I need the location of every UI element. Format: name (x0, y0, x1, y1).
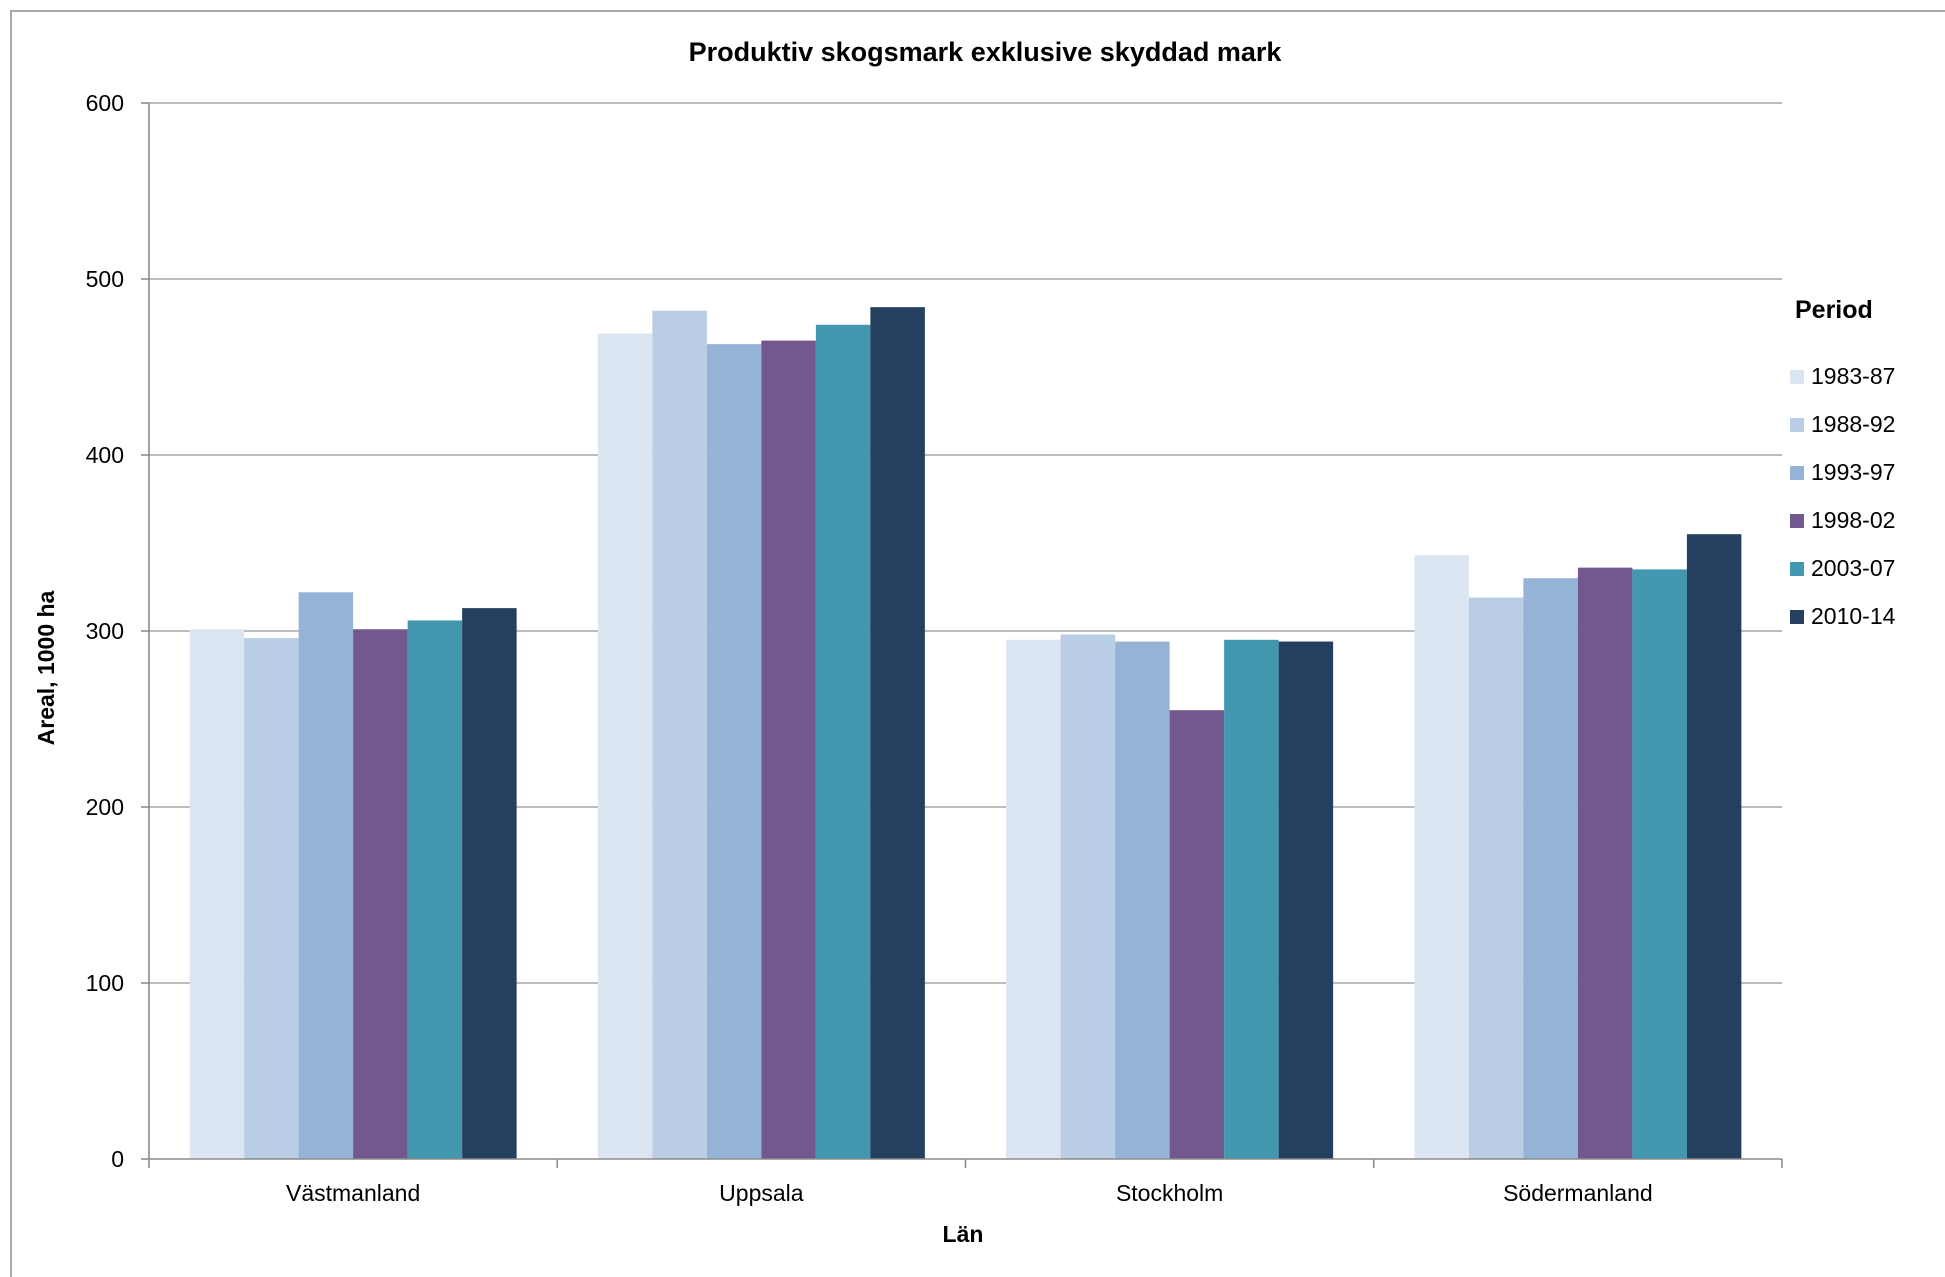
legend-items: 1983-87 1988-92 1993-97 1998-02 2003-07 2010-… (1790, 363, 1896, 629)
bar-1998-02-Stockholm (1169, 710, 1225, 1159)
bar-1988-92-Uppsala (652, 310, 707, 1159)
bar-1988-92-Stockholm (1060, 634, 1116, 1159)
bar-1993-97-Västmanland (298, 592, 354, 1159)
legend-swatch (1790, 370, 1804, 384)
bar-1983-87-Uppsala (597, 333, 653, 1159)
chart-title: Produktiv skogsmark exklusive skyddad ma… (689, 37, 1283, 67)
bar-2010-14-Stockholm (1278, 641, 1334, 1159)
y-tick-label: 600 (86, 90, 124, 116)
bar-1988-92-Södermanland (1468, 597, 1524, 1159)
legend-label: 1998-02 (1811, 507, 1895, 533)
bar-2003-07-Uppsala (815, 324, 871, 1159)
legend-label: 2010-14 (1811, 603, 1896, 629)
legend-swatch (1790, 514, 1804, 528)
bar-2003-07-Västmanland (407, 620, 463, 1159)
bar-1993-97-Stockholm (1115, 641, 1170, 1159)
legend-title: Period (1795, 296, 1873, 324)
bar-1988-92-Västmanland (244, 638, 299, 1159)
bars (189, 307, 1742, 1160)
bar-1983-87-Västmanland (189, 629, 245, 1159)
legend-swatch (1790, 418, 1804, 432)
y-tick-label: 400 (86, 442, 124, 468)
x-tick-label: Södermanland (1503, 1180, 1653, 1206)
bar-1993-97-Uppsala (706, 344, 762, 1159)
bar-2010-14-Uppsala (870, 307, 925, 1159)
bar-2003-07-Stockholm (1224, 639, 1279, 1159)
y-axis-title: Areal, 1000 ha (33, 590, 59, 745)
legend-label: 1993-97 (1811, 459, 1895, 485)
legend: Period 1983-87 1988-92 1993-97 1998-02 2003-… (1790, 296, 1896, 629)
legend-swatch (1790, 562, 1804, 576)
y-tick-labels: 0 100 200 300 400 500 600 (86, 90, 124, 1172)
legend-label: 2003-07 (1811, 555, 1895, 581)
bar-1983-87-Stockholm (1006, 639, 1061, 1159)
bar-1983-87-Södermanland (1414, 555, 1469, 1159)
x-tick-labels: Västmanland Uppsala Stockholm Södermanland (286, 1180, 1653, 1206)
y-tick-label: 100 (86, 970, 124, 996)
bar-2003-07-Södermanland (1632, 569, 1687, 1159)
bar-1993-97-Södermanland (1523, 578, 1578, 1159)
bar-2010-14-Södermanland (1686, 534, 1742, 1159)
x-tick-label: Västmanland (286, 1180, 420, 1206)
y-tick-label: 200 (86, 794, 124, 820)
legend-label: 1988-92 (1811, 411, 1895, 437)
x-tick-label: Stockholm (1116, 1180, 1223, 1206)
x-tick-label: Uppsala (719, 1180, 804, 1206)
legend-swatch (1790, 610, 1804, 624)
y-tick-label: 300 (86, 618, 124, 644)
y-tick-label: 500 (86, 266, 124, 292)
bar-1998-02-Västmanland (353, 629, 408, 1159)
legend-swatch (1790, 466, 1804, 480)
axes (141, 102, 1783, 1168)
legend-label: 1983-87 (1811, 363, 1895, 389)
bar-2010-14-Västmanland (462, 608, 517, 1159)
y-tick-label: 0 (111, 1146, 124, 1172)
x-axis-title: Län (943, 1221, 984, 1247)
bar-1998-02-Uppsala (761, 340, 816, 1160)
bar-1998-02-Södermanland (1577, 567, 1633, 1159)
